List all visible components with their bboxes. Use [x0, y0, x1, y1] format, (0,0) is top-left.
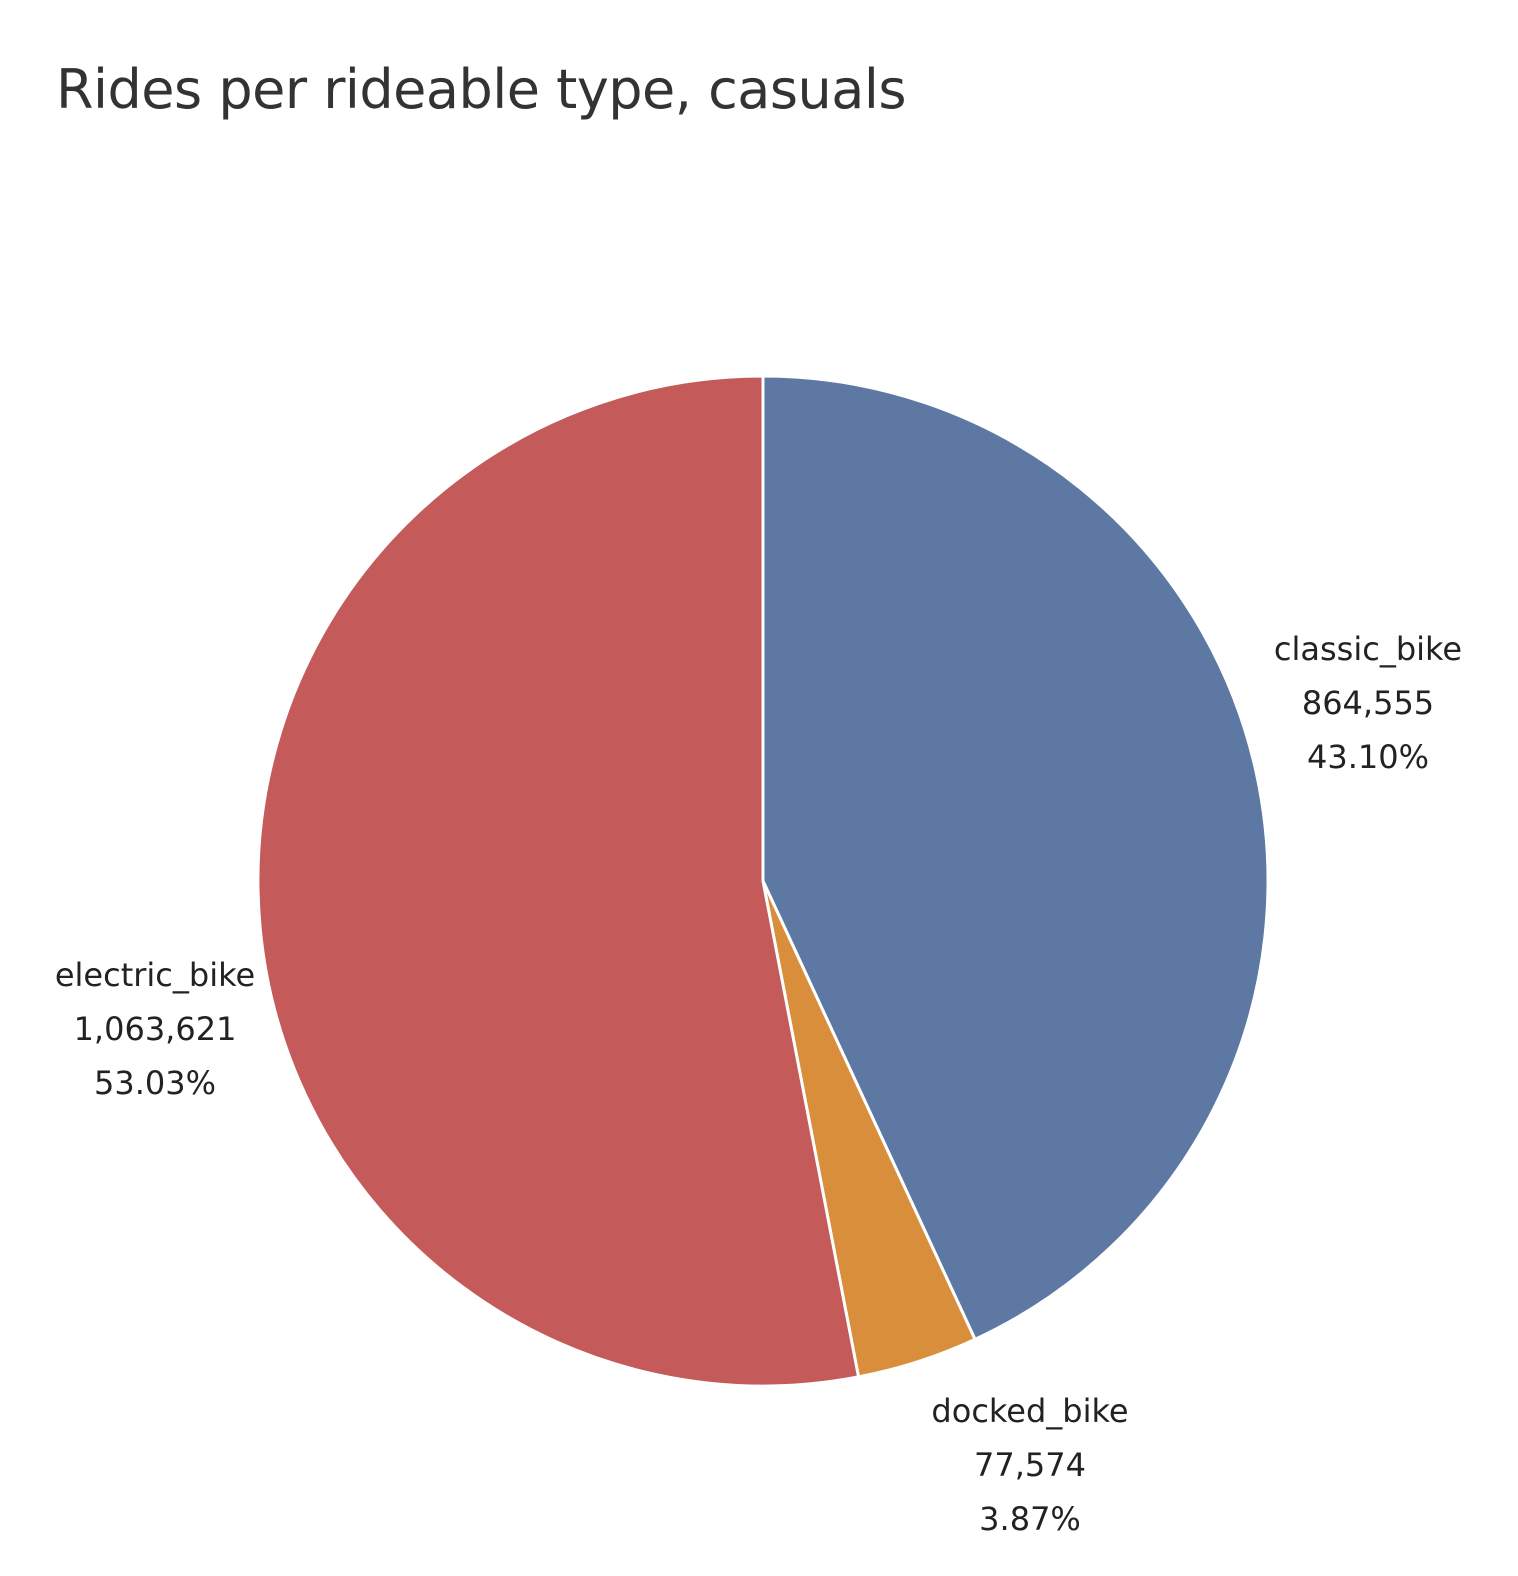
slice-percent-docked-bike: 3.87%	[979, 1500, 1081, 1538]
slice-name-electric-bike: electric_bike	[55, 956, 255, 994]
slice-name-classic-bike: classic_bike	[1274, 630, 1462, 668]
slice-value-classic-bike: 864,555	[1302, 684, 1434, 722]
slice-name-docked-bike: docked_bike	[931, 1392, 1128, 1430]
pie-slices	[256, 374, 1270, 1388]
slice-labels: classic_bike 864,555 43.10% docked_bike 77,5…	[55, 630, 1462, 1538]
slice-percent-classic-bike: 43.10%	[1307, 738, 1429, 776]
slice-percent-electric-bike: 53.03%	[94, 1064, 216, 1102]
slice-value-docked-bike: 77,574	[974, 1446, 1086, 1484]
chart-title: Rides per rideable type, casuals	[56, 58, 906, 121]
slice-value-electric-bike: 1,063,621	[74, 1010, 237, 1048]
pie-slice-electric-bike	[256, 374, 861, 1388]
pie-slice-classic-bike	[761, 374, 1270, 1341]
